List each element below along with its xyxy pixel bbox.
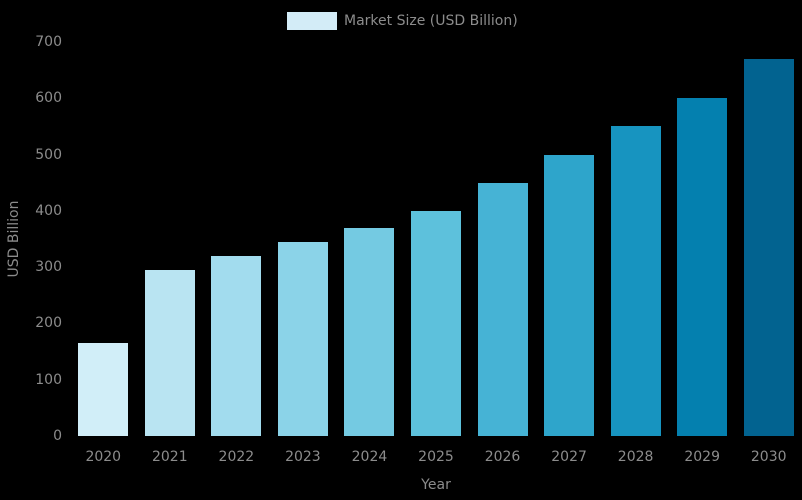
bar-2024	[344, 227, 395, 436]
y-tick-label-600: 600	[35, 90, 62, 107]
legend: Market Size (USD Billion)	[287, 12, 518, 30]
bar-2021	[144, 269, 195, 436]
y-tick-label-200: 200	[35, 315, 62, 332]
bar-2025	[411, 210, 461, 436]
y-tick-label-0: 0	[53, 428, 62, 444]
bar-2022	[211, 255, 262, 436]
plot-area	[70, 42, 802, 436]
x-tick-label-2023: 2023	[285, 449, 321, 465]
bar-2028	[610, 126, 661, 436]
bar-2030	[743, 58, 794, 436]
y-tick-label-300: 300	[35, 259, 62, 276]
bar-2027	[544, 154, 595, 436]
bar-2023	[277, 241, 328, 436]
bar-2026	[477, 182, 528, 436]
x-tick-label-2025: 2025	[418, 449, 454, 465]
x-tick-label-2021: 2021	[151, 449, 188, 465]
legend-label: Market Size (USD Billion)	[344, 13, 518, 29]
x-tick-label-2026: 2026	[484, 449, 521, 465]
x-tick-label-2029: 2029	[684, 449, 720, 465]
x-axis-title: Year	[421, 477, 451, 493]
y-tick-label-700: 700	[35, 34, 62, 50]
bar-2020	[78, 343, 129, 436]
bar-2029	[677, 98, 728, 436]
x-tick-label-2020: 2020	[85, 449, 122, 465]
x-tick-label-2030: 2030	[750, 449, 787, 465]
legend-swatch	[287, 12, 337, 30]
x-tick-label-2028: 2028	[617, 449, 654, 465]
x-tick-label-2022: 2022	[218, 449, 255, 465]
y-tick-label-100: 100	[35, 371, 62, 388]
x-tick-label-2027: 2027	[551, 449, 587, 465]
y-tick-label-500: 500	[35, 146, 62, 163]
y-tick-label-400: 400	[35, 202, 62, 219]
x-tick-label-2024: 2024	[351, 449, 388, 465]
